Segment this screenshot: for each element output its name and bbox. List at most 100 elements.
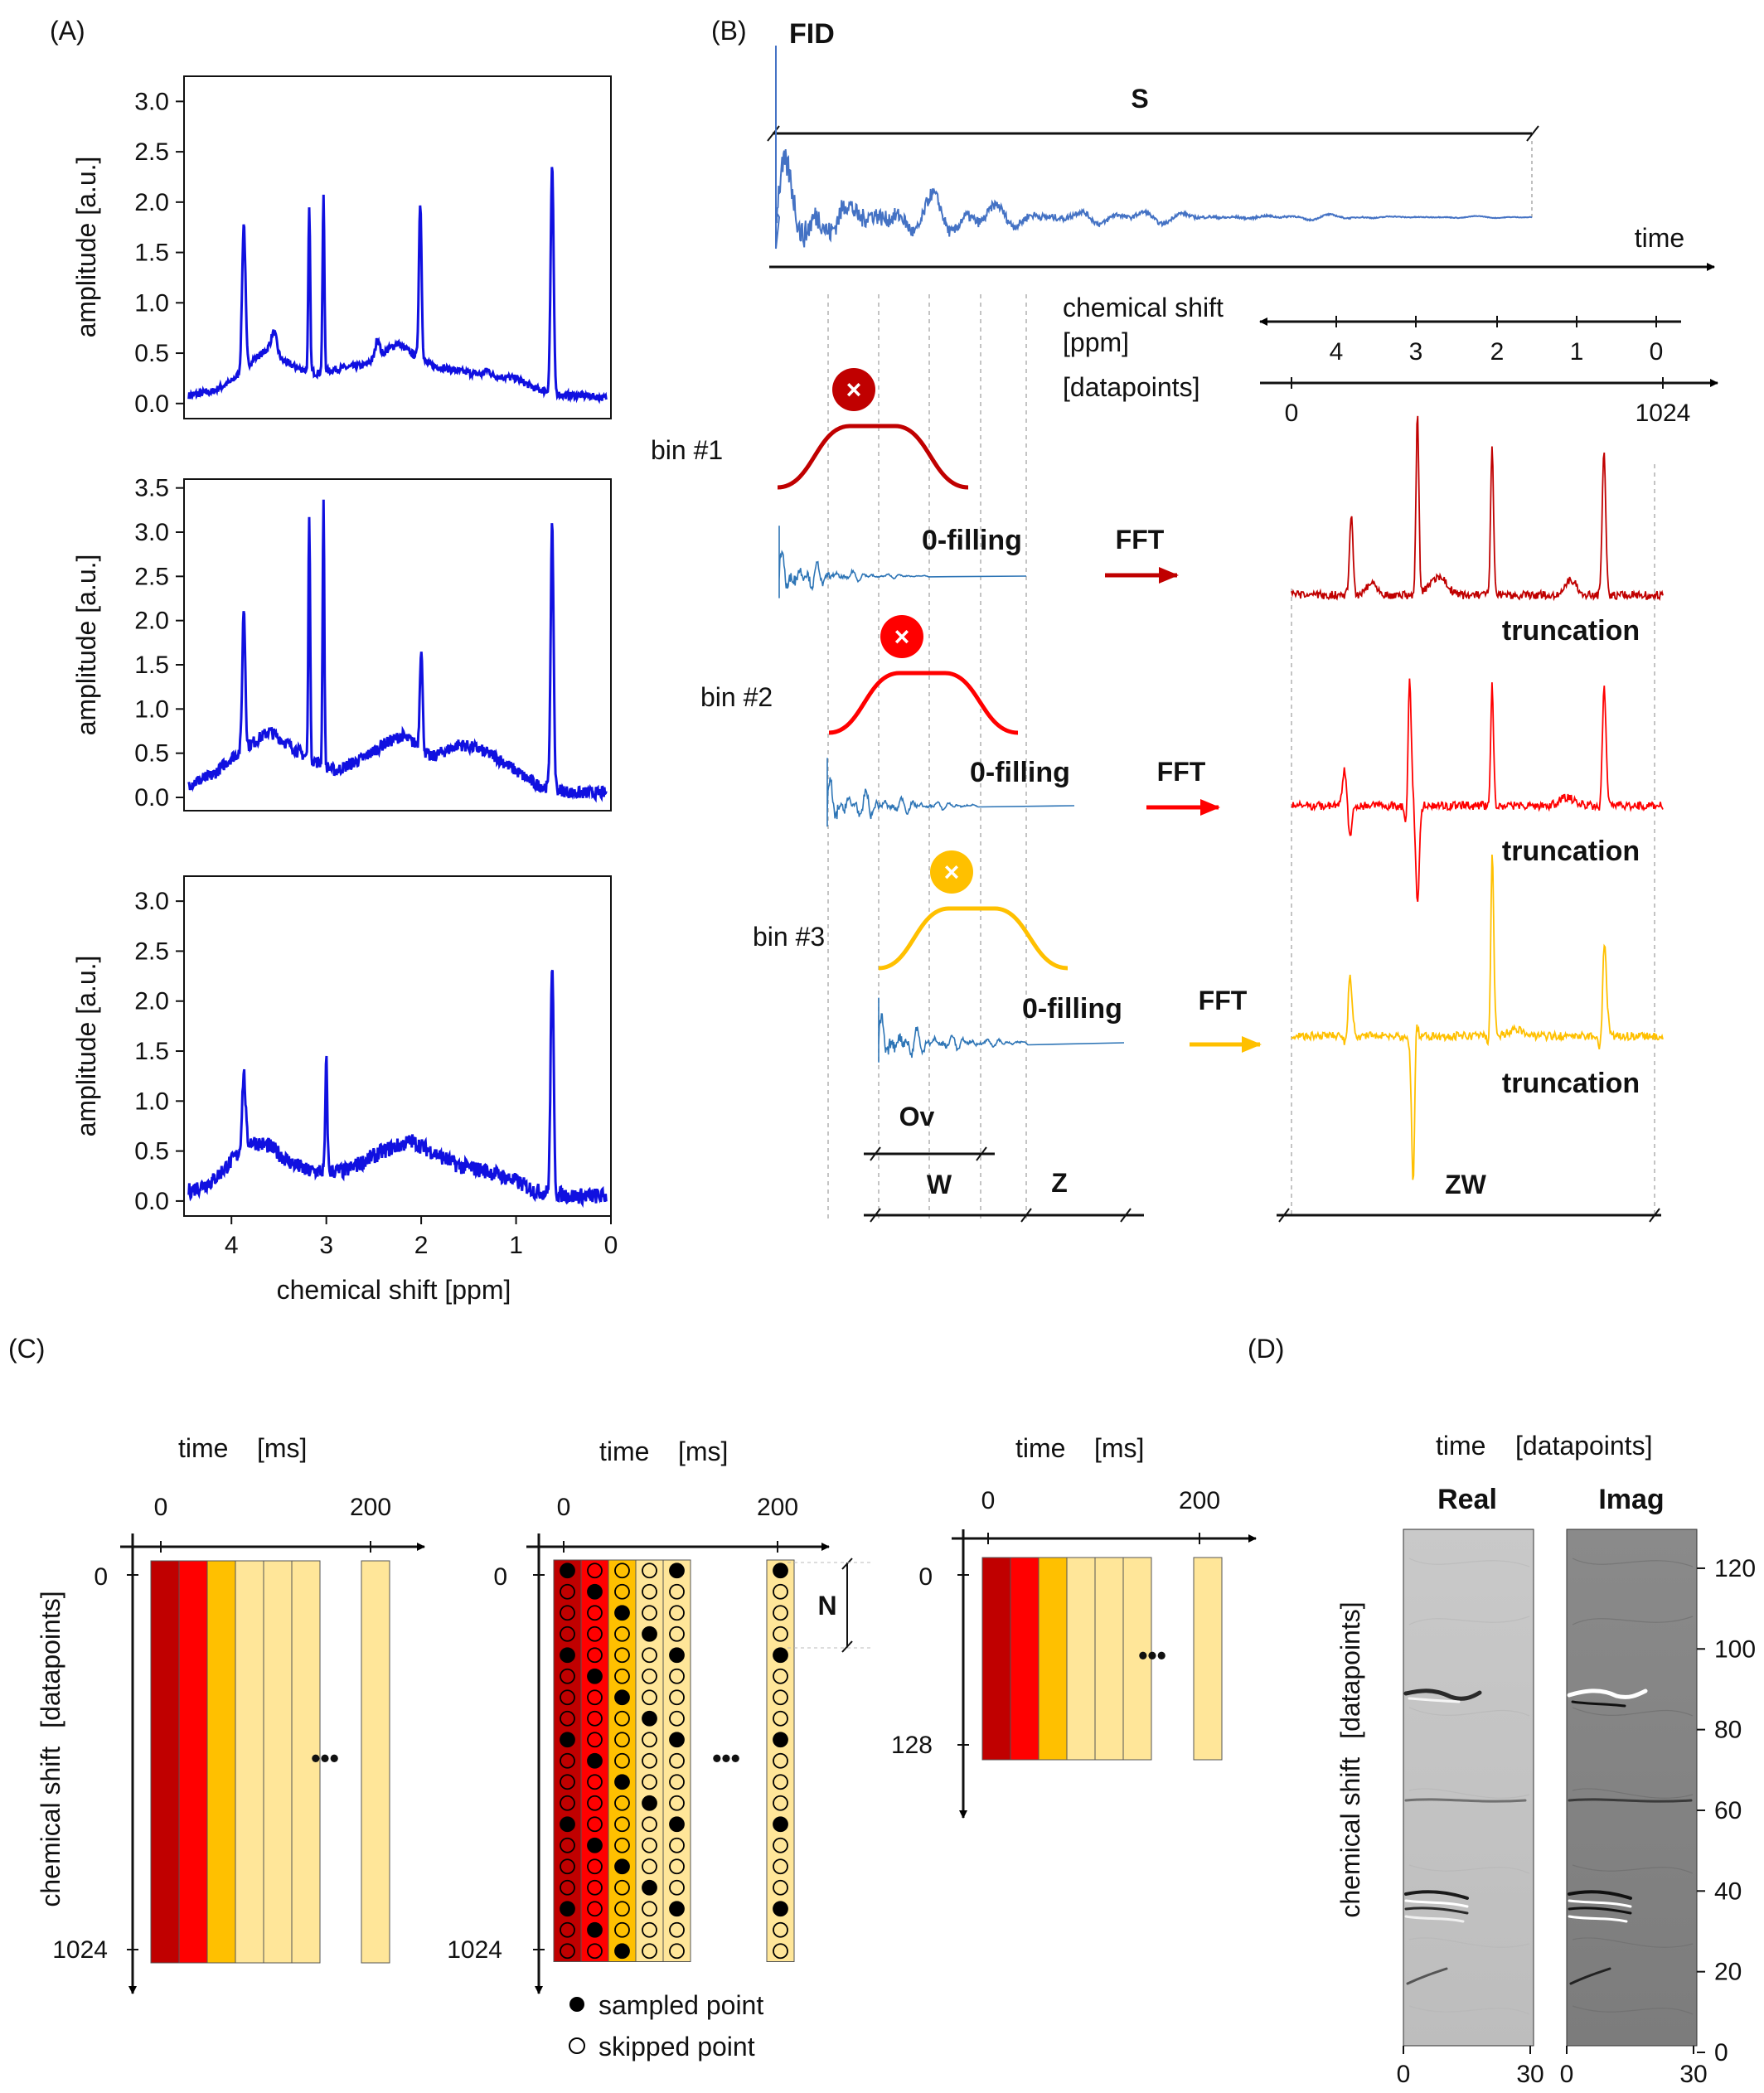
matrix-column [981, 1557, 1011, 1761]
bin-fid-trace [826, 758, 1075, 827]
skipped-point [642, 1689, 657, 1706]
time-label: time [599, 1437, 649, 1466]
x-tick-label: 3 [319, 1232, 333, 1259]
window-spans: Ov W Z ZW [864, 1102, 1661, 1223]
skipped-point [560, 1837, 575, 1853]
y-tick-label: 3.0 [134, 88, 169, 115]
x-tick-200: 200 [1179, 1487, 1220, 1514]
skipped-point [642, 1668, 657, 1684]
ppm-tick-group: 4 3 2 1 0 [1330, 316, 1663, 366]
skipped-point [587, 1816, 603, 1833]
z-label: Z [1051, 1168, 1068, 1198]
skipped-point [773, 1752, 788, 1769]
sampled-point [642, 1625, 657, 1642]
matrix-column [263, 1560, 293, 1964]
sampled-point [642, 1710, 657, 1727]
sampled-point [642, 1879, 657, 1896]
y-tick-label: 1.0 [134, 1088, 169, 1115]
skipped-point [587, 1605, 603, 1621]
plot-frame [183, 75, 612, 419]
sampled-point [669, 1901, 685, 1917]
y-tick-label: 0.5 [134, 1138, 169, 1165]
skipped-point [614, 1562, 630, 1579]
sampled-point-legend-dot [569, 1997, 584, 2012]
s-label: S [1131, 84, 1148, 114]
sampled-point [614, 1605, 630, 1621]
sampled-point [587, 1668, 603, 1684]
w-label: W [927, 1170, 952, 1199]
y-axis-label: amplitude [a.u.] [71, 157, 101, 338]
y-tick-label: 2.5 [134, 937, 169, 965]
chem-shift-label: chemical shift [1063, 293, 1224, 322]
y-tick-label: 1.0 [134, 695, 169, 723]
skipped-point [560, 1879, 575, 1896]
time-label: time [1436, 1431, 1485, 1461]
x-tick-label: 0 [604, 1232, 618, 1259]
skipped-point [669, 1689, 685, 1706]
skipped-point [587, 1901, 603, 1917]
truncation-label: truncation [1502, 615, 1640, 647]
chart-a3: 0.0 0.5 1.0 1.5 2.0 2.5 3.0 amplitude [a.u.] 4… [71, 875, 618, 1305]
guide-lines [827, 294, 1655, 1218]
skipped-point [642, 1816, 657, 1833]
d-x-ticks: 0 30 0 30 [1397, 2046, 1708, 2088]
time-label: time [178, 1433, 228, 1463]
close-icon-glyph: × [894, 622, 910, 652]
sampled-point [614, 1689, 630, 1706]
skipped-point [773, 1943, 788, 1960]
skipped-point [669, 1795, 685, 1811]
sampled-point [614, 1774, 630, 1790]
skipped-point [669, 1668, 685, 1684]
bin-label: bin #1 [651, 435, 723, 465]
skipped-point [560, 1921, 575, 1938]
skipped-point [642, 1774, 657, 1790]
sampled-point [614, 1858, 630, 1875]
skipped-point [560, 1774, 575, 1790]
real-x-tick-0: 0 [1397, 2061, 1411, 2088]
skipped-point [773, 1583, 788, 1600]
skipped-point [642, 1562, 657, 1579]
close-icon-glyph: × [944, 857, 960, 887]
sampled-point [773, 1647, 788, 1664]
sampled-point [669, 1647, 685, 1664]
ppm-tick-label: 1 [1570, 338, 1584, 366]
skipped-point [642, 1858, 657, 1875]
y-tick-0: 0 [493, 1563, 507, 1591]
skipped-point [560, 1668, 575, 1684]
zero-filling-label: 0-filling [922, 525, 1022, 556]
bin-spectrum [1291, 415, 1664, 602]
skipped-point [614, 1583, 630, 1600]
x-tick-label: 1 [509, 1232, 523, 1259]
skipped-point [614, 1879, 630, 1896]
skipped-point [669, 1752, 685, 1769]
bin-3: bin #3 × 0-filling FFT truncation [753, 850, 1664, 1180]
bin-fid-trace [778, 526, 1027, 598]
y-tick-128: 128 [891, 1732, 933, 1759]
y-tick-label: 3.0 [134, 519, 169, 546]
skipped-point [669, 1710, 685, 1727]
panel-label-d: (D) [1248, 1334, 1284, 1364]
skipped-point [587, 1647, 603, 1664]
sampled-point [587, 1752, 603, 1769]
sampled-point [587, 1921, 603, 1938]
skipped-point [614, 1668, 630, 1684]
skipped-point [773, 1689, 788, 1706]
matrix-column [206, 1560, 236, 1964]
skipped-point [614, 1795, 630, 1811]
skipped-point [773, 1668, 788, 1684]
y-axis-label: chemical shift[datapoints] [1335, 1601, 1365, 1917]
skipped-point [614, 1732, 630, 1748]
real-image [1403, 1529, 1534, 2047]
panel-label-b: (B) [711, 16, 747, 46]
imag-label: Imag [1598, 1484, 1664, 1515]
y-tick-label: 40 [1714, 1877, 1742, 1905]
x-tick-label: 4 [225, 1232, 239, 1259]
sampled-point [560, 1562, 575, 1579]
close-icon-glyph: × [846, 375, 862, 405]
sampled-point [669, 1732, 685, 1748]
skipped-point [614, 1901, 630, 1917]
ppm-tick-label: 4 [1330, 338, 1344, 366]
panel-label-a: (A) [50, 16, 85, 46]
sample-dot-group [560, 1562, 788, 1960]
sampled-point [773, 1901, 788, 1917]
